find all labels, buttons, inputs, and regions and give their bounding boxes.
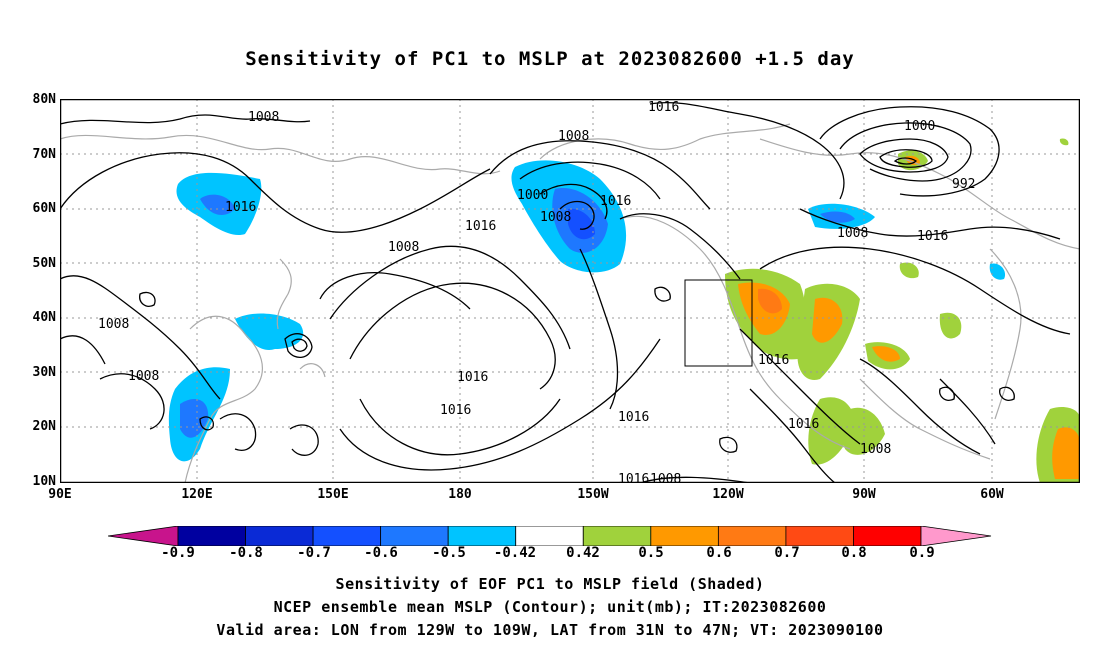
coastlines — [59, 123, 1081, 484]
graticule — [60, 99, 1080, 483]
footer-line-3: Valid area: LON from 129W to 109W, LAT f… — [216, 621, 884, 639]
colorbar-box — [853, 525, 922, 547]
colorbar-label-0.9: 0.9 — [909, 545, 935, 561]
contour-label: 1008 — [860, 442, 891, 457]
contour-label: 1008 — [837, 226, 868, 241]
contour-label: 1016 — [457, 370, 488, 385]
lat-label-40n: 40N — [32, 310, 56, 325]
contour-label: 1016 — [758, 353, 789, 368]
lat-label-70n: 70N — [32, 147, 56, 162]
colorbar-label-0.42: 0.42 — [566, 545, 600, 561]
lon-label-150e: 150E — [317, 487, 349, 502]
mslp-contours — [59, 101, 1071, 484]
contour-label: 1016 — [917, 229, 948, 244]
colorbar-box — [177, 525, 246, 547]
contour-label: 1016 — [618, 472, 649, 483]
contour-label: 1016 — [600, 194, 631, 209]
colorbar-label-0.5: 0.5 — [638, 545, 664, 561]
colorbar-label-m0.7: -0.7 — [297, 545, 331, 561]
contour-label: 1016 — [788, 417, 819, 432]
colorbar-boxes — [177, 525, 922, 547]
colorbar-low-end — [107, 525, 179, 547]
colorbar-label-m0.42: -0.42 — [493, 545, 537, 561]
contour-label: 1000 — [904, 119, 935, 134]
colorbar — [107, 525, 998, 566]
contour-label: 1008 — [558, 129, 589, 144]
lat-label-80n: 80N — [32, 92, 56, 107]
footer-line-1: Sensitivity of EOF PC1 to MSLP field (Sh… — [335, 575, 765, 593]
colorbar-label-0.7: 0.7 — [774, 545, 800, 561]
lat-label-10n: 10N — [32, 474, 56, 489]
colorbar-label-m0.6: -0.6 — [364, 545, 398, 561]
lon-label-150w: 150W — [577, 487, 609, 502]
contour-labels: 1008 1016 1008 1016 1000 1008 1016 1016 … — [98, 100, 975, 487]
contour-label: 1008 — [650, 472, 681, 483]
contour-label: 1016 — [465, 219, 496, 234]
contour-label: 1008 — [540, 210, 571, 225]
colorbar-label-0.6: 0.6 — [706, 545, 732, 561]
contour-label: 1016 — [648, 100, 679, 115]
colorbar-box — [380, 525, 449, 547]
colorbar-box — [785, 525, 854, 547]
colorbar-label-m0.9: -0.9 — [161, 545, 195, 561]
map-frame — [59, 98, 1081, 484]
lon-label-120w: 120W — [712, 487, 744, 502]
contour-label: 1008 — [128, 369, 159, 384]
contour-label: 1008 — [98, 317, 129, 332]
valid-area-box — [684, 279, 753, 367]
contour-label: 1016 — [440, 403, 471, 418]
lat-label-60n: 60N — [32, 201, 56, 216]
colorbar-box — [582, 525, 652, 547]
colorbar-box — [515, 525, 584, 547]
contour-label: 1000 — [517, 188, 548, 203]
contour-label: 1016 — [618, 410, 649, 425]
lon-label-90e: 90E — [48, 487, 72, 502]
lat-label-30n: 30N — [32, 365, 56, 380]
map-panel: 1008 1016 1008 1016 1000 1008 1016 1016 … — [59, 98, 1081, 487]
map-title: Sensitivity of PC1 to MSLP at 2023082600… — [245, 48, 855, 70]
colorbar-label-m0.8: -0.8 — [229, 545, 263, 561]
colorbar-box — [245, 525, 314, 547]
map-svg: 1008 1016 1008 1016 1000 1008 1016 1016 … — [59, 98, 1081, 487]
colorbar-svg — [107, 525, 992, 547]
colorbar-box — [717, 525, 787, 547]
positive-sensitivity-shading — [725, 138, 1080, 483]
footer-line-2: NCEP ensemble mean MSLP (Contour); unit(… — [273, 598, 827, 616]
contour-label: 1008 — [248, 110, 279, 125]
lon-label-120e: 120E — [181, 487, 213, 502]
lat-label-20n: 20N — [32, 419, 56, 434]
colorbar-box — [312, 525, 382, 547]
lat-label-50n: 50N — [32, 256, 56, 271]
colorbar-high-end — [920, 525, 992, 547]
contour-label: 992 — [952, 177, 975, 192]
lon-label-180: 180 — [448, 487, 472, 502]
colorbar-box — [650, 525, 719, 547]
colorbar-label-m0.5: -0.5 — [432, 545, 466, 561]
lon-label-60w: 60W — [980, 487, 1004, 502]
contour-label: 1008 — [388, 240, 419, 255]
colorbar-box — [447, 525, 517, 547]
colorbar-label-0.8: 0.8 — [841, 545, 867, 561]
lon-label-90w: 90W — [852, 487, 876, 502]
negative-sensitivity-shading — [168, 160, 1006, 462]
contour-label: 1016 — [225, 200, 256, 215]
